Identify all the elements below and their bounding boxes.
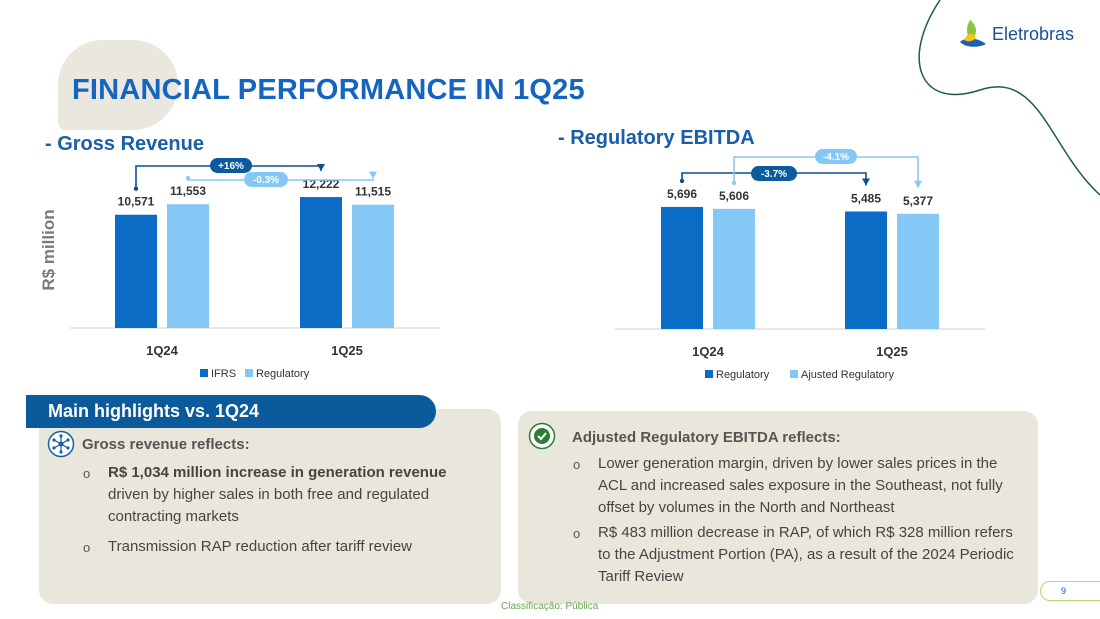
left-bullet-1: R$ 1,034 million increase in generation … [108, 462, 488, 528]
gross-revenue-chart: 10,571 12,222 11,553 11,515 1Q24 1Q25 IFRS Regu… [70, 158, 440, 380]
annotation-arrowhead [369, 171, 377, 179]
bullet-glyph: o [573, 457, 581, 472]
eletrobras-leaf-icon [960, 20, 986, 47]
annotation-dot [731, 180, 737, 186]
right-bullet-1: Lower generation margin, driven by lower… [598, 455, 1003, 516]
page-number: 9 [1040, 581, 1100, 601]
page-title: FINANCIAL PERFORMANCE IN 1Q25 [72, 74, 585, 106]
category-label: 1Q25 [331, 343, 363, 358]
chart-title-ebitda: - Regulatory EBITDA [558, 127, 755, 149]
bar-regulatory-1q25 [845, 211, 887, 329]
annotation-pill [210, 158, 252, 173]
network-icon [47, 430, 75, 458]
data-label: 10,571 [118, 195, 155, 209]
regulatory-ebitda-chart: 5,696 5,485 5,606 5,377 1Q24 1Q25 Regulatory Aj… [615, 149, 985, 381]
legend-swatch [705, 370, 713, 378]
annotation-dot [679, 178, 685, 184]
annotation-label: -0.3% [253, 175, 279, 186]
data-label: 5,377 [903, 194, 933, 208]
category-label: 1Q24 [692, 344, 725, 359]
legend-swatch [245, 369, 253, 377]
right-heading: Adjusted Regulatory EBITDA reflects: [572, 429, 841, 446]
annotation-pill [815, 149, 857, 164]
annotation-arrowhead [914, 180, 922, 188]
category-label: 1Q25 [876, 344, 908, 359]
legend-swatch [200, 369, 208, 377]
data-label: 12,222 [303, 177, 340, 191]
data-label: 11,515 [355, 185, 391, 199]
logo-text: Eletrobras [992, 23, 1075, 44]
data-label: 11,553 [170, 184, 206, 198]
bullet-glyph: o [83, 540, 91, 555]
left-bullet-2: Transmission RAP reduction after tariff … [108, 538, 413, 555]
annotation-pill [751, 166, 797, 181]
annotation-label: -4.1% [823, 152, 849, 163]
annotation-label: +16% [218, 161, 244, 172]
annotation-label: -3.7% [761, 169, 787, 180]
bar-ifrs-1q25 [300, 197, 342, 328]
highlights-header: Main highlights vs. 1Q24 [26, 395, 436, 428]
annotation-dot [133, 186, 139, 191]
data-label: 5,485 [851, 191, 881, 205]
bar-regulatory-1q24 [167, 204, 209, 328]
annotation-pill [244, 172, 288, 187]
legend-swatch [790, 370, 798, 378]
decorative-curve [918, 0, 1100, 196]
right-bullet-2: R$ 483 million decrease in RAP, of which… [598, 524, 1014, 585]
highlights-right-box [518, 411, 1038, 604]
highlights-left-box [39, 409, 501, 604]
category-label: 1Q24 [146, 343, 179, 358]
annotation-arrowhead [317, 164, 325, 172]
bullet-glyph: o [83, 466, 91, 481]
legend-label: IFRS [211, 368, 236, 380]
bar-regulatory-1q24 [661, 206, 703, 329]
legend-label: Regulatory [256, 368, 310, 380]
chart-title-gross-revenue: - Gross Revenue [45, 133, 204, 155]
data-label: 5,696 [667, 187, 697, 201]
bar-ifrs-1q24 [115, 214, 157, 328]
annotation-arrowhead [862, 178, 870, 186]
bullet-glyph: o [573, 526, 581, 541]
left-bullet-1-rest: driven by higher sales in both free and … [108, 486, 430, 525]
classification-label: Classificação: Pública [501, 601, 599, 612]
bar-regulatory-1q25 [352, 204, 394, 328]
decorative-blob [58, 40, 178, 130]
left-bullet-1-bold: R$ 1,034 million increase in generation … [108, 464, 447, 481]
bar-ajusted-regulatory-1q25 [897, 213, 939, 329]
annotation-dot [185, 176, 191, 181]
left-heading: Gross revenue reflects: [82, 436, 250, 453]
legend-label: Ajusted Regulatory [801, 369, 894, 381]
data-label: 5,606 [719, 189, 749, 203]
logo: Eletrobras [958, 18, 1074, 50]
check-circle-icon [528, 422, 556, 450]
bar-ajusted-regulatory-1q24 [713, 208, 755, 329]
y-axis-label: R$ million [39, 209, 58, 291]
legend-label: Regulatory [716, 369, 770, 381]
